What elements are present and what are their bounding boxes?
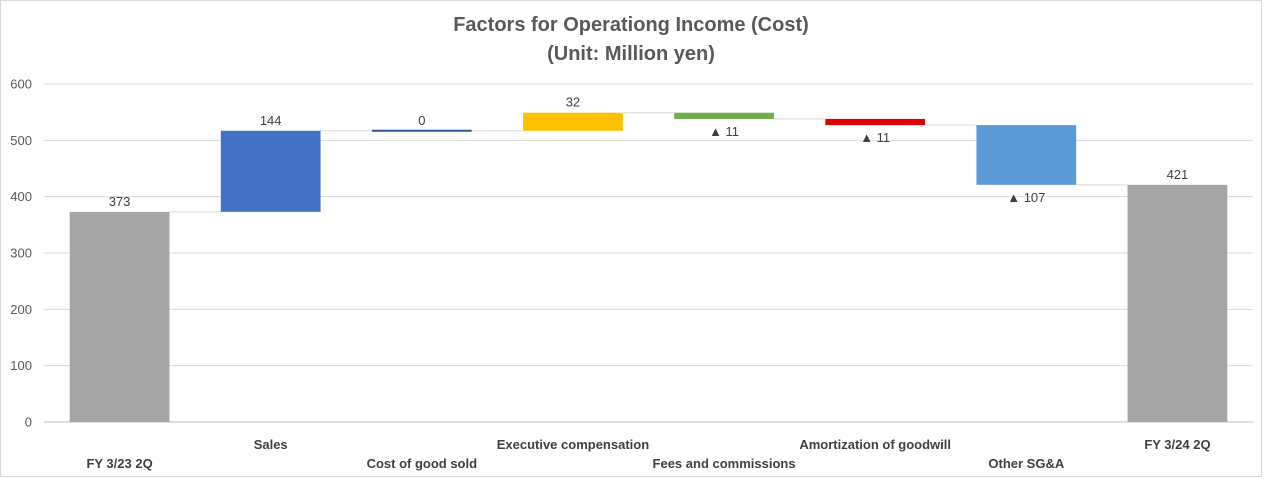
bar-7 [1127, 184, 1228, 422]
data-label-1: 144 [260, 113, 282, 128]
category-label-0: FY 3/23 2Q [86, 456, 152, 471]
bar-3 [523, 112, 623, 131]
data-labels: 373 144 0 32 ▲ 11 ▲ 11 ▲ 107 421 [109, 95, 1189, 209]
bar-5 [825, 118, 926, 126]
chart-title-block: Factors for Operationg Income (Cost) (Un… [1, 11, 1261, 69]
axis-labels: 0 100 200 300 400 500 600 FY 3/23 2Q Sales Cost o… [10, 77, 1210, 472]
data-label-3: 32 [566, 95, 580, 110]
data-label-7: 421 [1167, 167, 1189, 182]
category-label-2: Cost of good sold [367, 456, 478, 471]
data-label-2: 0 [418, 113, 425, 128]
y-tick-label-600: 600 [10, 77, 32, 92]
bar-6 [976, 125, 1077, 185]
data-label-0: 373 [109, 194, 131, 209]
data-label-4: ▲ 11 [709, 124, 739, 139]
chart-subtitle: (Unit: Million yen) [547, 43, 715, 65]
category-label-7: FY 3/24 2Q [1144, 437, 1210, 452]
y-tick-label-0: 0 [25, 415, 32, 430]
category-label-4: Fees and commissions [653, 456, 796, 471]
bar-1 [220, 130, 321, 212]
y-tick-label-300: 300 [10, 246, 32, 261]
data-label-5: ▲ 11 [860, 130, 890, 145]
category-label-6: Other SG&A [988, 456, 1064, 471]
bars [69, 112, 1228, 422]
y-tick-label-100: 100 [10, 358, 32, 373]
y-tick-label-400: 400 [10, 189, 32, 204]
bar-0 [69, 211, 170, 422]
y-tick-label-200: 200 [10, 302, 32, 317]
connector-lines [169, 112, 1128, 213]
category-label-3: Executive compensation [497, 437, 649, 452]
bar-4 [674, 112, 774, 119]
chart-title: Factors for Operationg Income (Cost) [453, 14, 809, 36]
y-tick-label-500: 500 [10, 133, 32, 148]
category-label-5: Amortization of goodwill [799, 437, 951, 452]
category-label-1: Sales [254, 437, 288, 452]
bar-2 [371, 129, 472, 132]
data-label-6: ▲ 107 [1007, 190, 1045, 205]
